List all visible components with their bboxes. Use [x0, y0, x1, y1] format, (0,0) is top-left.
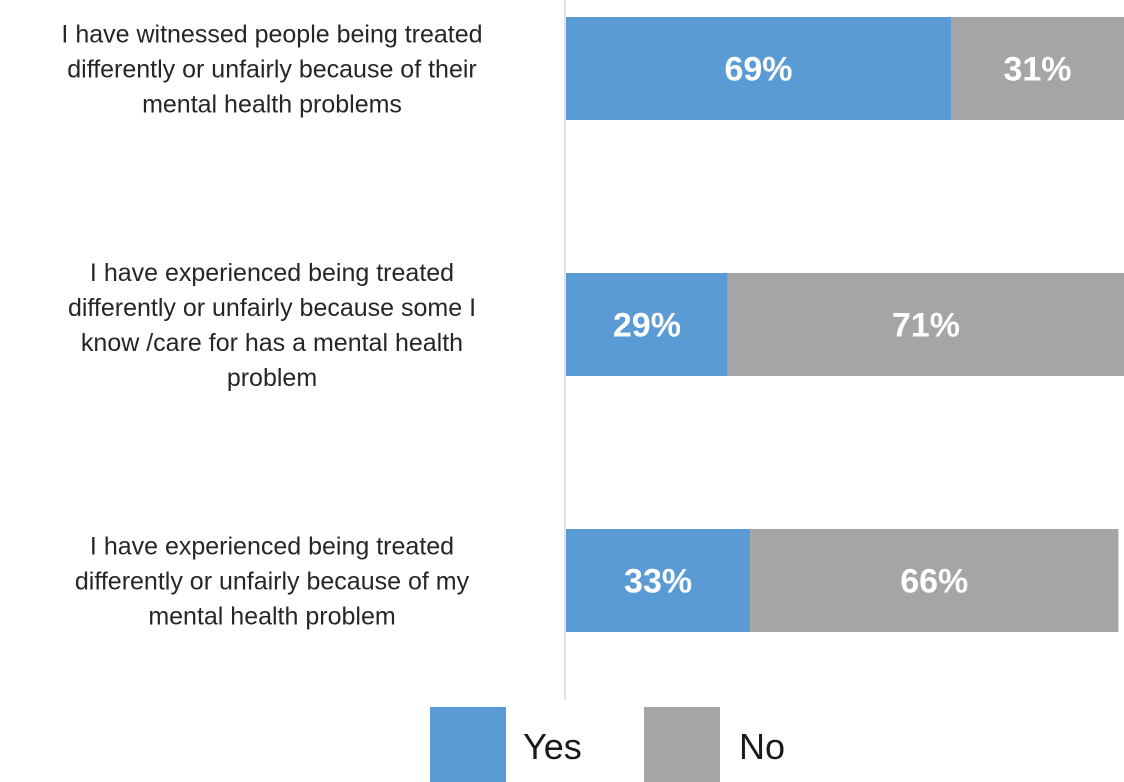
legend-label-yes: Yes [523, 726, 582, 767]
bar-no-3 [750, 529, 1119, 632]
data-label-yes-2: 29% [613, 307, 681, 345]
data-label-yes-3: 33% [624, 563, 692, 601]
legend-label-no: No [739, 726, 785, 767]
category-labels: I have witnessed people being treated dif… [61, 21, 482, 631]
category-label-2: I have experienced being treated differen… [68, 259, 476, 392]
category-label-3: I have experienced being treated differen… [75, 533, 470, 631]
bar-no-1 [951, 17, 1124, 120]
data-label-no-2: 71% [892, 307, 960, 345]
bar-no-2 [727, 273, 1124, 376]
legend-swatch-no [644, 707, 720, 782]
bar-group: 69% 31% 29% 71% 33% 66% [566, 17, 1124, 632]
category-label-1: I have witnessed people being treated dif… [61, 21, 482, 119]
legend: Yes No [430, 707, 785, 782]
legend-swatch-yes [430, 707, 506, 782]
data-label-yes-1: 69% [724, 51, 792, 89]
data-label-no-1: 31% [1003, 51, 1071, 89]
bar-yes-1 [566, 17, 952, 120]
data-label-no-3: 66% [900, 563, 968, 601]
bar-yes-3 [566, 529, 751, 632]
bar-yes-2 [566, 273, 728, 376]
